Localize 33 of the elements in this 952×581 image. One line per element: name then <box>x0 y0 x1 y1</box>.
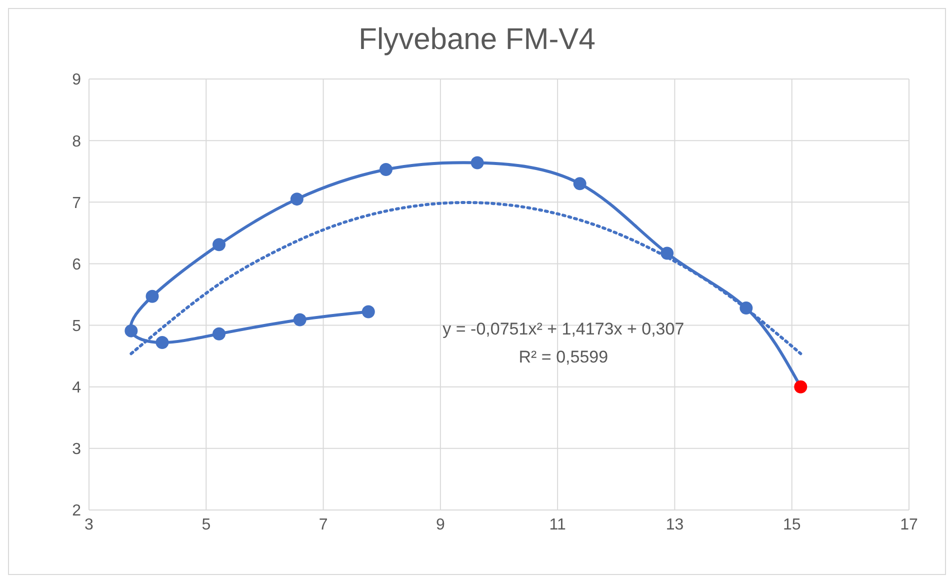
y-tick-label: 2 <box>72 502 82 520</box>
x-tick-label: 9 <box>436 516 445 534</box>
point <box>146 290 159 303</box>
annotation: y = -0,0751x² + 1,4173x + 0,307 <box>442 320 684 339</box>
y-tick-label: 4 <box>72 380 82 397</box>
y-tick-label: 5 <box>72 318 82 335</box>
point <box>740 302 753 315</box>
y-tick-label: 6 <box>72 256 82 274</box>
point <box>660 246 674 260</box>
y-tick-label: 3 <box>72 441 82 458</box>
point <box>293 313 306 326</box>
y-tick-label: 8 <box>72 133 82 150</box>
point <box>124 324 138 338</box>
point <box>212 327 226 340</box>
point <box>573 177 586 190</box>
point <box>794 380 808 394</box>
x-tick-label: 3 <box>84 516 94 534</box>
annotation: R² = 0,5599 <box>518 348 608 367</box>
x-tick-label: 15 <box>782 516 801 534</box>
x-tick-label: 11 <box>549 516 566 534</box>
x-tick-label: 17 <box>900 516 918 534</box>
point <box>362 305 375 318</box>
chart-title: Flyvebane FM-V4 <box>358 23 596 56</box>
x-tick-label: 5 <box>202 516 211 534</box>
y-tick-label: 7 <box>72 194 82 212</box>
point <box>470 156 484 170</box>
x-tick-label: 7 <box>318 516 328 534</box>
point <box>290 192 304 206</box>
point <box>212 238 226 252</box>
x-tick-label: 13 <box>666 516 684 534</box>
point <box>156 336 169 350</box>
y-tick-label: 9 <box>72 72 82 89</box>
point <box>379 163 392 176</box>
